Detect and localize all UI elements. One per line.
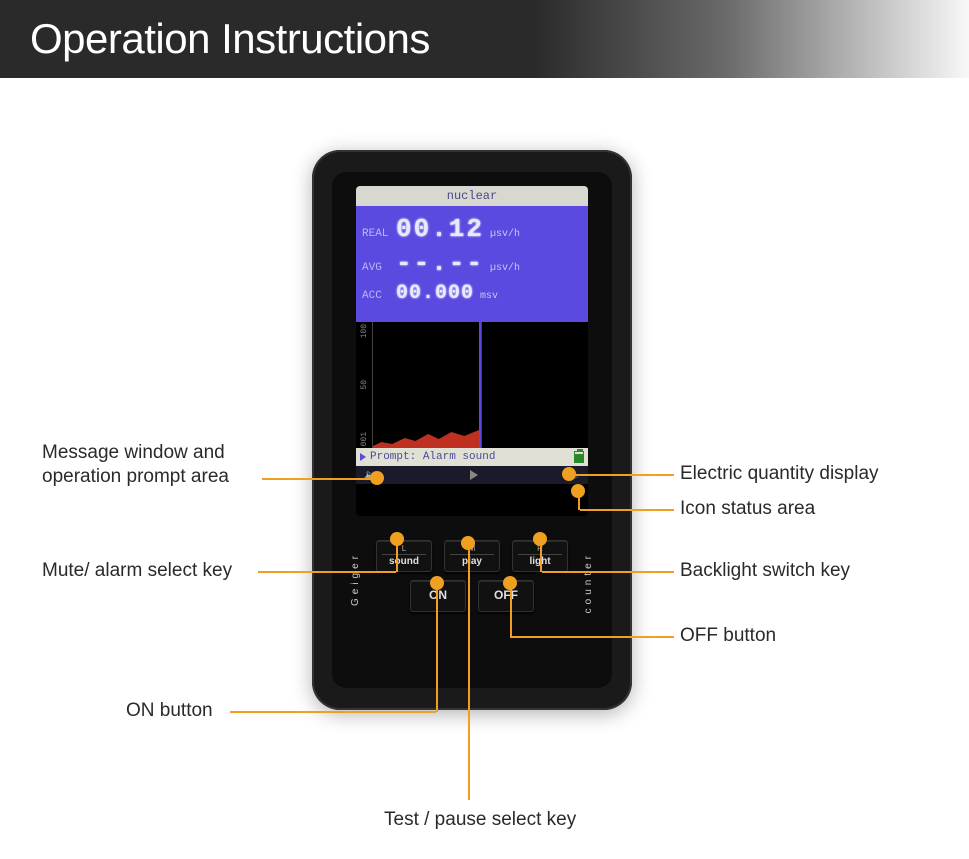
callout-battery: Electric quantity display	[680, 462, 879, 486]
callout-mute-key: Mute/ alarm select key	[42, 559, 232, 583]
status-bar: 🔈 ☼	[356, 466, 588, 484]
callout-dot	[533, 532, 547, 546]
callout-line	[512, 636, 674, 638]
callout-line	[468, 546, 470, 800]
device-body: nuclear REAL 00.12 µsv/h AVG --.-- µsv/h…	[312, 150, 632, 710]
callout-line	[510, 586, 512, 638]
battery-icon	[574, 451, 584, 463]
callout-line	[542, 571, 674, 573]
callout-line	[540, 542, 542, 572]
callout-line	[230, 711, 436, 713]
page-title: Operation Instructions	[30, 15, 430, 63]
callout-prompt-area: Message window and operation prompt area	[42, 441, 229, 489]
reading-real: REAL 00.12 µsv/h	[362, 214, 582, 246]
reading-acc: ACC 00.000 msv	[362, 282, 582, 314]
callout-dot	[571, 484, 585, 498]
button-panel: Geiger counter L sound M play R light ON…	[356, 532, 588, 662]
side-label-right: counter	[583, 552, 594, 613]
graph-trace-icon	[373, 424, 479, 448]
callout-line	[262, 478, 372, 480]
graph-area: 100 50 001	[356, 322, 588, 448]
prompt-play-icon	[360, 453, 366, 461]
callout-line	[580, 509, 674, 511]
callout-dot	[461, 536, 475, 550]
graph-panel-left	[372, 322, 481, 448]
reading-avg: AVG --.-- µsv/h	[362, 248, 582, 280]
sound-button[interactable]: L sound	[376, 540, 432, 572]
device-bezel: nuclear REAL 00.12 µsv/h AVG --.-- µsv/h…	[332, 172, 612, 688]
callout-dot	[562, 467, 576, 481]
callout-on-button: ON button	[126, 699, 213, 723]
callout-line	[436, 586, 438, 712]
readings-panel: REAL 00.12 µsv/h AVG --.-- µsv/h ACC 00.…	[356, 206, 588, 322]
button-row-bottom: ON OFF	[356, 580, 588, 612]
prompt-label: Prompt:	[370, 451, 416, 463]
prompt-bar: Prompt: Alarm sound	[356, 448, 588, 466]
graph-panel-right	[481, 322, 588, 448]
play-icon	[470, 470, 478, 480]
device-screen: nuclear REAL 00.12 µsv/h AVG --.-- µsv/h…	[356, 186, 588, 516]
callout-dot	[503, 576, 517, 590]
prompt-text: Alarm sound	[423, 451, 574, 463]
callout-backlight-key: Backlight switch key	[680, 559, 850, 583]
callout-off-button: OFF button	[680, 624, 776, 648]
callout-line	[258, 571, 396, 573]
callout-line	[574, 474, 674, 476]
graph-yaxis: 100 50 001	[356, 322, 372, 448]
callout-dot	[430, 576, 444, 590]
callout-line	[396, 542, 398, 572]
callout-dot	[370, 471, 384, 485]
screen-mode-label: nuclear	[356, 186, 588, 206]
callout-status-area: Icon status area	[680, 497, 815, 521]
callout-test-pause: Test / pause select key	[384, 808, 576, 832]
callout-dot	[390, 532, 404, 546]
header-bar: Operation Instructions	[0, 0, 969, 78]
side-label-left: Geiger	[350, 552, 361, 606]
